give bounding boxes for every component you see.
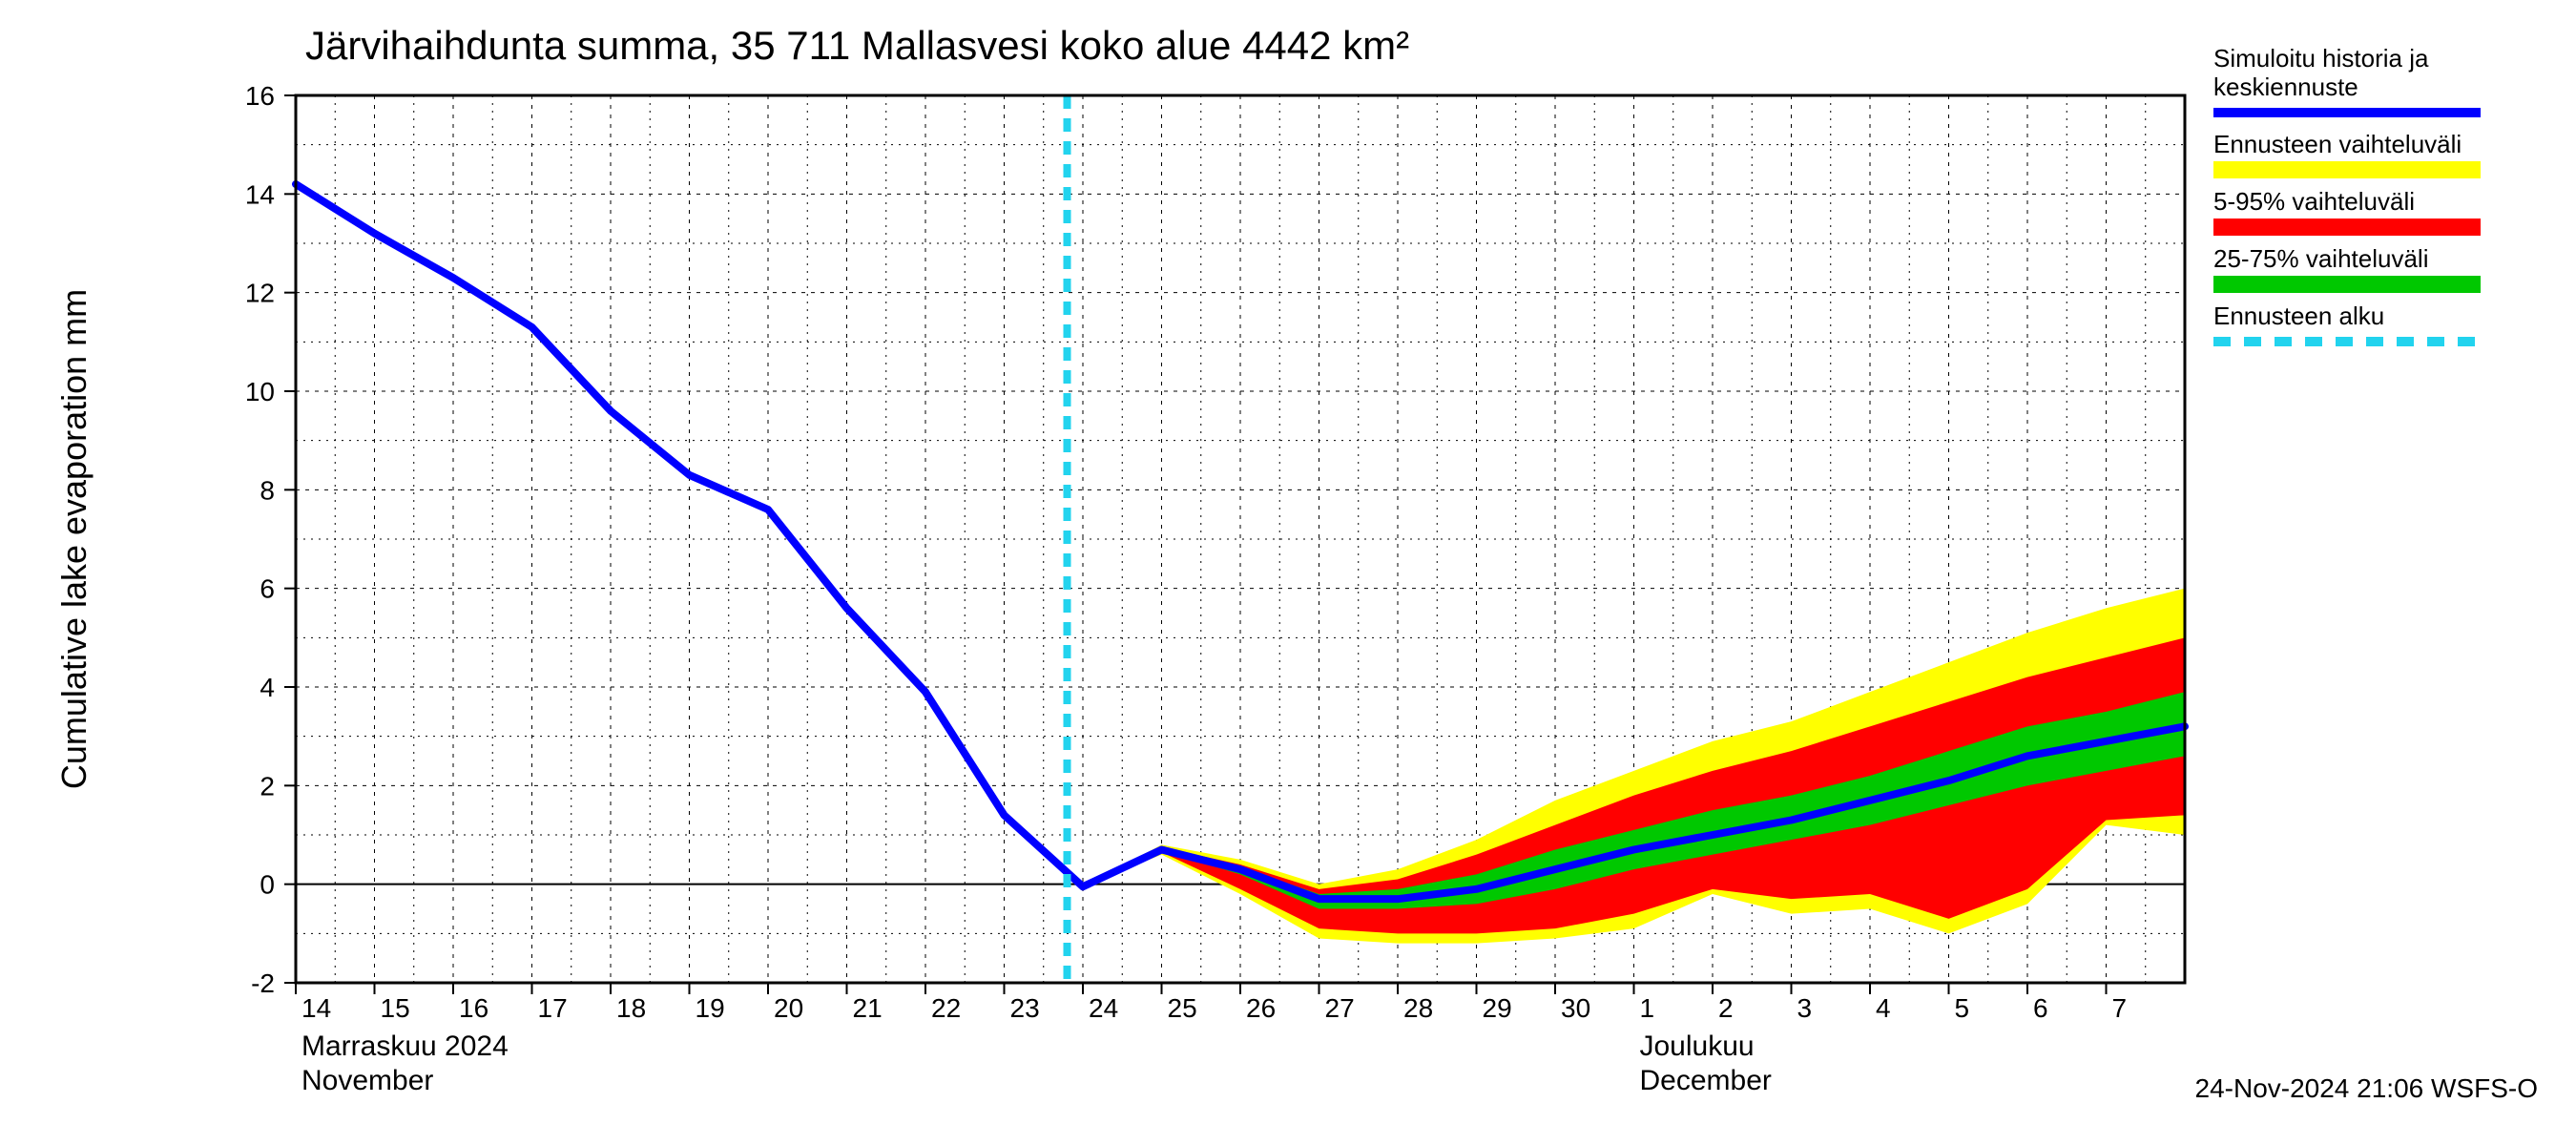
legend-label: 5-95% vaihteluväli [2213, 187, 2415, 216]
legend-label: 25-75% vaihteluväli [2213, 244, 2428, 273]
legend-label: Simuloitu historia ja [2213, 44, 2429, 73]
legend-label: keskiennuste [2213, 73, 2358, 101]
y-tick-label: 12 [245, 279, 275, 308]
y-tick-label: -2 [251, 968, 275, 998]
timestamp: 24-Nov-2024 21:06 WSFS-O [2195, 1073, 2539, 1103]
x-tick-label: 18 [616, 993, 646, 1023]
y-tick-label: 14 [245, 179, 275, 209]
y-tick-label: 0 [260, 870, 275, 900]
month-label-fi: Marraskuu 2024 [301, 1030, 509, 1062]
x-tick-label: 23 [1010, 993, 1040, 1023]
y-tick-label: 2 [260, 771, 275, 801]
x-tick-label: 6 [2033, 993, 2048, 1023]
x-tick-label: 30 [1561, 993, 1590, 1023]
x-tick-label: 3 [1797, 993, 1813, 1023]
x-tick-label: 26 [1246, 993, 1276, 1023]
y-tick-label: 10 [245, 377, 275, 406]
x-tick-label: 5 [1955, 993, 1970, 1023]
x-tick-label: 27 [1325, 993, 1355, 1023]
month-label-en: November [301, 1065, 433, 1096]
x-tick-label: 24 [1089, 993, 1118, 1023]
x-tick-label: 19 [696, 993, 725, 1023]
x-tick-label: 7 [2112, 993, 2128, 1023]
legend-label: Ennusteen alku [2213, 302, 2384, 330]
x-tick-label: 14 [301, 993, 331, 1023]
x-tick-label: 22 [931, 993, 961, 1023]
x-tick-label: 29 [1483, 993, 1512, 1023]
x-tick-label: 1 [1640, 993, 1655, 1023]
legend-swatch-block [2213, 161, 2481, 178]
x-tick-label: 17 [538, 993, 568, 1023]
x-tick-label: 20 [774, 993, 803, 1023]
x-tick-label: 25 [1168, 993, 1197, 1023]
x-tick-label: 15 [381, 993, 410, 1023]
y-tick-label: 4 [260, 673, 275, 702]
x-tick-label: 4 [1876, 993, 1891, 1023]
x-tick-label: 28 [1403, 993, 1433, 1023]
y-axis-label: Cumulative lake evaporation mm [54, 289, 93, 789]
y-tick-label: 16 [245, 81, 275, 111]
legend-label: Ennusteen vaihteluväli [2213, 130, 2462, 158]
x-tick-label: 2 [1718, 993, 1734, 1023]
median-line [296, 184, 2185, 899]
x-tick-label: 16 [459, 993, 488, 1023]
y-tick-label: 6 [260, 574, 275, 604]
chart-container: -202468101214161415161718192021222324252… [0, 0, 2576, 1145]
legend-swatch-block [2213, 219, 2481, 236]
month-label-en: December [1640, 1065, 1772, 1096]
legend-swatch-block [2213, 276, 2481, 293]
chart-title: Järvihaihdunta summa, 35 711 Mallasvesi … [305, 23, 1409, 68]
chart-svg: -202468101214161415161718192021222324252… [0, 0, 2576, 1145]
y-tick-label: 8 [260, 475, 275, 505]
x-tick-label: 21 [853, 993, 883, 1023]
month-label-fi: Joulukuu [1640, 1030, 1755, 1062]
